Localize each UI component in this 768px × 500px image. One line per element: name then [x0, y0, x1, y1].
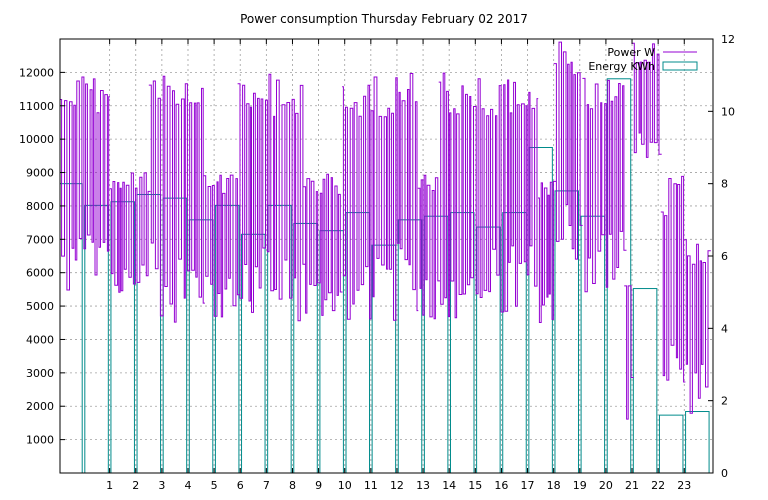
x-tick-label: 12 [390, 479, 404, 492]
x-tick-label: 4 [184, 479, 191, 492]
x-tick-label: 14 [442, 479, 456, 492]
x-tick-label: 8 [289, 479, 296, 492]
x-tick-label: 21 [625, 479, 639, 492]
x-tick-label: 20 [599, 479, 613, 492]
power-segment [417, 174, 440, 320]
x-tick-label: 10 [338, 479, 352, 492]
y2-tick-label: 10 [721, 105, 735, 118]
y-tick-label: 1000 [26, 434, 54, 447]
power-segment [660, 175, 686, 383]
y-tick-label: 5000 [26, 300, 54, 313]
y-tick-label: 11000 [19, 100, 54, 113]
chart-title: Power consumption Thursday February 02 2… [240, 12, 528, 26]
y2-tick-label: 8 [721, 178, 728, 191]
y-tick-label: 10000 [19, 133, 54, 146]
power-segment [203, 174, 241, 318]
y2-tick-label: 6 [721, 250, 728, 263]
x-tick-label: 18 [547, 479, 561, 492]
power-segment [109, 172, 151, 293]
y-tick-label: 9000 [26, 167, 54, 180]
y-tick-label: 6000 [26, 267, 54, 280]
power-segment [60, 76, 110, 291]
power-segment [538, 180, 557, 323]
x-tick-label: 15 [468, 479, 482, 492]
power-segment [237, 73, 306, 322]
y-tick-label: 2000 [26, 400, 54, 413]
x-tick-label: 9 [315, 479, 322, 492]
legend-swatch [662, 61, 698, 71]
y2-tick-label: 4 [721, 322, 728, 335]
y2-tick-label: 2 [721, 395, 728, 408]
y2-tick-label: 12 [721, 33, 735, 46]
x-tick-label: 1 [106, 479, 113, 492]
x-tick-label: 7 [263, 479, 270, 492]
power-segment [582, 77, 627, 293]
x-tick-label: 2 [132, 479, 139, 492]
x-tick-label: 11 [364, 479, 378, 492]
x-tick-label: 3 [158, 479, 165, 492]
power-segment [553, 41, 583, 260]
power-segment [684, 239, 711, 414]
legend-label: Power W [607, 46, 655, 59]
power-segment [148, 75, 205, 323]
x-tick-label: 23 [677, 479, 691, 492]
x-tick-label: 17 [521, 479, 535, 492]
x-tick-label: 6 [237, 479, 244, 492]
power-segment [438, 72, 539, 319]
power-series [60, 41, 711, 420]
power-segment [302, 173, 343, 316]
legend-label: Energy KWh [588, 60, 655, 73]
x-tick-label: 16 [494, 479, 508, 492]
x-tick-label: 5 [211, 479, 218, 492]
y-tick-label: 7000 [26, 233, 54, 246]
x-tick-label: 19 [573, 479, 587, 492]
y-tick-label: 3000 [26, 367, 54, 380]
power-segment [342, 73, 419, 321]
x-tick-label: 13 [416, 479, 430, 492]
power-segment [632, 42, 662, 158]
y-tick-label: 4000 [26, 333, 54, 346]
x-tick-label: 22 [651, 479, 665, 492]
y2-tick-label: 0 [721, 467, 728, 480]
power-segment [624, 285, 634, 420]
y-tick-label: 12000 [19, 66, 54, 79]
axis-ticks: 1 2 3 4 5 6 7 8 9 10 11 12 13 14 15 16 17 18 19 20 21 22 23100… [19, 33, 735, 492]
y-tick-label: 8000 [26, 200, 54, 213]
